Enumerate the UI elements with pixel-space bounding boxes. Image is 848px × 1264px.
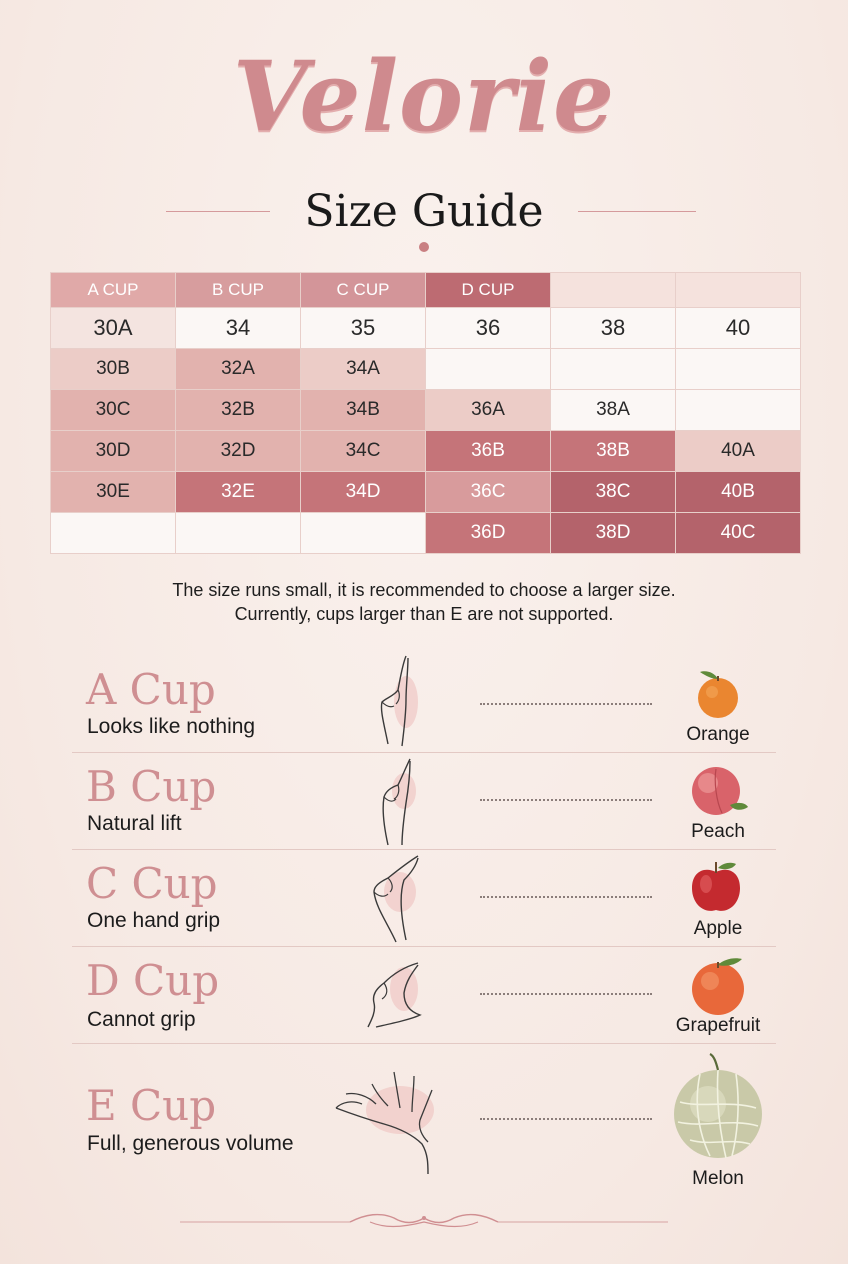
cup-description: Natural lift [87, 812, 182, 835]
table-cell: 40C [675, 512, 801, 554]
fruit-label: Peach [691, 821, 745, 842]
table-row: 30A 34 35 36 38 40 [50, 307, 801, 349]
cup-row-d: D Cup Cannot grip Grapefruit [72, 947, 776, 1044]
table-row: 30E 32E 34D 36C 38C 40B [50, 471, 801, 513]
table-cell: 38D [550, 512, 676, 554]
table-cell [300, 512, 426, 554]
table-cell [550, 348, 676, 390]
table-cell: 36 [425, 307, 551, 349]
table-row: 36D 38D 40C [50, 512, 801, 554]
table-cell: 38A [550, 389, 676, 431]
cup-description: One hand grip [87, 909, 221, 932]
open-hand-icon [335, 1071, 434, 1175]
table-row: 30B 32A 34A [50, 348, 801, 390]
table-cell: 38C [550, 471, 676, 513]
table-header-row: A CUP B CUP C CUP D CUP [50, 272, 801, 308]
table-row: 30C 32B 34B 36A 38A [50, 389, 801, 431]
apple-icon [692, 862, 740, 911]
melon-icon [674, 1053, 762, 1159]
table-cell: 40A [675, 430, 801, 472]
peach-icon [692, 767, 748, 815]
brand-logo: Velorie [232, 40, 616, 153]
table-cell: 38B [550, 430, 676, 472]
table-cell: 36C [425, 471, 551, 513]
table-cell: 34D [300, 471, 426, 513]
table-cell: 34 [175, 307, 301, 349]
table-cell [50, 512, 176, 554]
title-divider-right [578, 211, 696, 212]
table-cell: 40 [675, 307, 801, 349]
dotted-leader [480, 703, 652, 705]
table-cell [675, 348, 801, 390]
table-cell: 35 [300, 307, 426, 349]
cup-row-b: B Cup Natural lift Peach [72, 753, 776, 850]
table-cell: 34A [300, 348, 426, 390]
size-note: The size runs small, it is recommended t… [172, 580, 676, 600]
orange-icon [698, 671, 738, 718]
table-cell: 30A [50, 307, 176, 349]
table-header-cell: D CUP [425, 272, 551, 308]
cup-row-a: A Cup Looks like nothing Orange [72, 654, 776, 753]
table-cell: 30B [50, 348, 176, 390]
table-cell: 32E [175, 471, 301, 513]
table-cell: 30C [50, 389, 176, 431]
row-divider [72, 849, 776, 850]
cup-description: Looks like nothing [87, 715, 256, 738]
ornament-flourish [180, 1213, 668, 1228]
table-cell: 32B [175, 389, 301, 431]
table-cell: 38 [550, 307, 676, 349]
table-cell [175, 512, 301, 554]
table-header-cell: B CUP [175, 272, 301, 308]
cup-name: A Cup [86, 665, 216, 714]
fruit-label: Apple [693, 918, 743, 939]
grapefruit-icon [692, 958, 744, 1015]
dotted-leader [480, 896, 652, 898]
table-header-cell: C CUP [300, 272, 426, 308]
cup-name: B Cup [86, 762, 217, 811]
table-cell: 30D [50, 430, 176, 472]
table-cell: 40B [675, 471, 801, 513]
table-cell: 36D [425, 512, 551, 554]
table-cell: 30E [50, 471, 176, 513]
flat-hand-icon [380, 655, 418, 747]
cup-name: E Cup [86, 1081, 217, 1130]
row-divider [72, 946, 776, 947]
title-dot [419, 242, 429, 252]
table-header-cell: A CUP [50, 272, 176, 308]
page-title: Size Guide [304, 186, 544, 237]
cup-row-e: E Cup Full, generous volume Melon [72, 1044, 776, 1200]
table-cell: 34C [300, 430, 426, 472]
table-header-cell [675, 272, 801, 308]
table-row: 30D 32D 34C 36B 38B 40A [50, 430, 801, 472]
row-divider [72, 752, 776, 753]
title-divider-left [166, 211, 270, 212]
fruit-label: Melon [692, 1168, 744, 1189]
cupped-hand-icon [382, 758, 416, 846]
cup-description: Full, generous volume [87, 1132, 294, 1155]
table-cell: 32A [175, 348, 301, 390]
cup-row-c: C Cup One hand grip Apple [72, 850, 776, 947]
table-cell: 32D [175, 430, 301, 472]
dotted-leader [480, 993, 652, 995]
row-divider [72, 1043, 776, 1044]
table-cell [675, 389, 801, 431]
grip-hand-icon [373, 855, 419, 943]
cup-name: D Cup [86, 956, 220, 1005]
fruit-label: Grapefruit [675, 1015, 761, 1036]
table-cell: 36A [425, 389, 551, 431]
cup-description: Cannot grip [87, 1008, 196, 1031]
table-cell [425, 348, 551, 390]
dotted-leader [480, 1118, 652, 1120]
table-header-cell [550, 272, 676, 308]
dotted-leader [480, 799, 652, 801]
wide-hand-icon [367, 962, 422, 1028]
fruit-label: Orange [686, 724, 750, 745]
table-cell: 34B [300, 389, 426, 431]
size-table: A CUP B CUP C CUP D CUP 30A 34 35 36 38 … [50, 272, 801, 554]
size-note: Currently, cups larger than E are not su… [234, 604, 614, 624]
cup-name: C Cup [86, 859, 218, 908]
table-cell: 36B [425, 430, 551, 472]
